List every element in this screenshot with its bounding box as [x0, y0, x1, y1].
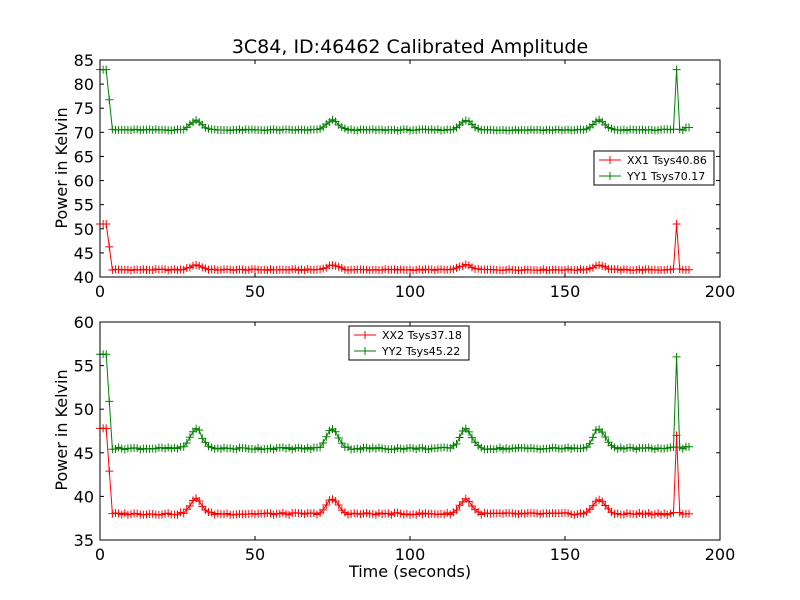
data-point — [588, 433, 597, 442]
data-point — [316, 443, 325, 452]
data-point — [672, 352, 681, 361]
data-point — [685, 509, 693, 518]
y-tick-label: 60 — [74, 313, 94, 332]
data-point — [319, 438, 328, 447]
x-tick-label: 200 — [705, 282, 736, 301]
data-point — [185, 501, 194, 510]
data-point — [105, 95, 114, 104]
y-tick-label: 70 — [74, 123, 94, 142]
data-point — [105, 467, 114, 476]
series-1 — [96, 219, 693, 275]
data-point — [182, 439, 191, 448]
legend: XX2 Tsys37.18 YY2 Tsys45.22 — [348, 325, 470, 361]
data-point — [455, 433, 464, 442]
x-tick-label: 150 — [550, 545, 581, 564]
y-tick-label: 35 — [74, 531, 94, 550]
data-point — [685, 265, 693, 274]
data-point — [322, 500, 331, 509]
data-point — [102, 350, 111, 359]
data-point — [179, 509, 188, 518]
data-point — [105, 242, 114, 251]
series-1 — [96, 424, 693, 519]
series-line — [100, 223, 689, 271]
data-point — [598, 497, 607, 506]
data-point — [322, 432, 331, 441]
y-tick-label: 50 — [74, 400, 94, 419]
data-point — [102, 219, 111, 228]
data-point — [452, 505, 461, 514]
data-point — [331, 496, 340, 505]
data-point — [588, 501, 597, 510]
data-point — [685, 442, 693, 451]
series-2 — [96, 350, 693, 454]
data-point — [331, 427, 340, 436]
data-point — [598, 428, 607, 437]
legend: XX1 Tsys40.86 YY1 Tsys70.17 — [593, 150, 715, 186]
data-point — [464, 427, 473, 436]
x-tick-label: 50 — [245, 545, 265, 564]
x-tick-label: 50 — [245, 282, 265, 301]
data-point — [319, 505, 328, 514]
y-tick-label: 45 — [74, 244, 94, 263]
data-point — [601, 432, 610, 441]
series-line — [100, 353, 689, 451]
data-point — [452, 439, 461, 448]
legend-box — [593, 150, 715, 186]
y-tick-label: 75 — [74, 99, 94, 118]
legend-marker — [606, 172, 614, 180]
top-y-axis-label: Power in Kelvin — [52, 107, 71, 228]
data-point — [102, 424, 111, 433]
data-point — [105, 397, 114, 406]
x-tick-label: 100 — [395, 282, 426, 301]
chart-title: 3C84, ID:46462 Calibrated Amplitude — [232, 36, 588, 58]
y-tick-label: 85 — [74, 51, 94, 70]
y-tick-label: 40 — [74, 487, 94, 506]
data-point — [185, 433, 194, 442]
y-tick-label: 60 — [74, 172, 94, 191]
data-point — [334, 433, 343, 442]
legend-label: YY1 Tsys70.17 — [626, 170, 705, 183]
data-point — [685, 123, 693, 132]
legend-label: XX2 Tsys37.18 — [382, 329, 462, 342]
y-tick-label: 55 — [74, 196, 94, 215]
data-point — [195, 426, 204, 435]
data-point — [464, 497, 473, 506]
data-point — [672, 65, 681, 74]
legend-label: YY2 Tsys45.22 — [381, 345, 460, 358]
x-tick-label: 100 — [395, 545, 426, 564]
data-point — [195, 497, 204, 506]
legend-box — [348, 325, 470, 361]
series-2 — [96, 65, 693, 135]
x-tick-label: 200 — [705, 545, 736, 564]
y-tick-label: 80 — [74, 75, 94, 94]
y-tick-label: 40 — [74, 268, 94, 287]
data-point — [672, 219, 681, 228]
top-plot-area: 0 50 100 150 200 40 45 50 55 60 65 70 75 80 85 XX1 Tsys… — [74, 51, 736, 301]
x-tick-label: 150 — [550, 282, 581, 301]
top-panel: 3C84, ID:46462 Calibrated Amplitude 0 50 1… — [52, 36, 735, 301]
series-line — [100, 427, 689, 516]
y-tick-label: 65 — [74, 147, 94, 166]
data-point — [337, 439, 346, 448]
data-point — [334, 501, 343, 509]
bottom-y-axis-label: Power in Kelvin — [52, 369, 71, 490]
data-point — [585, 439, 594, 448]
x-tick-label: 0 — [95, 545, 105, 564]
y-tick-label: 55 — [74, 357, 94, 376]
y-tick-label: 45 — [74, 444, 94, 463]
legend-marker — [361, 331, 369, 339]
legend-marker — [606, 156, 614, 164]
bottom-panel: 0 50 100 150 200 35 40 45 50 55 60 XX2 Tsys37.18 YY2… — [52, 313, 735, 581]
x-axis-label: Time (seconds) — [348, 562, 471, 581]
legend-marker — [361, 347, 369, 355]
data-point — [102, 65, 111, 74]
data-point — [468, 433, 476, 442]
bottom-plot-area: 0 50 100 150 200 35 40 45 50 55 60 XX2 Tsys37.18 YY2… — [74, 313, 736, 564]
x-tick-label: 0 — [95, 282, 105, 301]
legend-label: XX1 Tsys40.86 — [627, 154, 707, 167]
y-tick-label: 50 — [74, 220, 94, 239]
